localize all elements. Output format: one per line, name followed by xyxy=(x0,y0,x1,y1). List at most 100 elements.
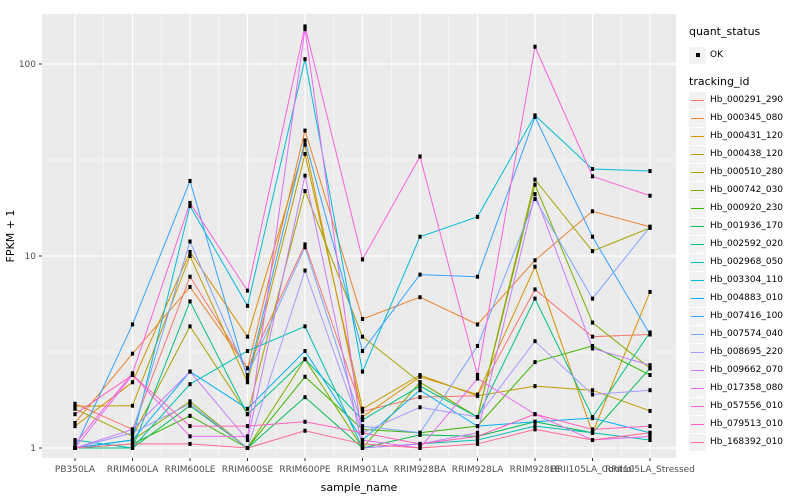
data-point-Hb_000291_290 xyxy=(418,395,422,400)
legend-item-Hb_168392_010: Hb_168392_010 xyxy=(689,433,783,451)
data-point-Hb_002968_050 xyxy=(188,382,192,387)
data-point-Hb_000920_230 xyxy=(303,374,307,379)
data-point-Hb_000920_230 xyxy=(188,413,192,418)
data-point-Hb_000345_080 xyxy=(188,284,192,289)
x-tick-label: RRIM600LA xyxy=(107,465,159,475)
color-key-Hb_000431_120 xyxy=(689,127,706,145)
data-point-Hb_008695_220 xyxy=(188,401,192,406)
legend-item-label: Hb_007574_040 xyxy=(710,329,784,339)
color-key-Hb_057556_010 xyxy=(689,397,706,415)
x-tick-label: RRIM928LA xyxy=(452,465,504,475)
data-point-Hb_000510_280 xyxy=(360,334,365,339)
data-point-Hb_000438_120 xyxy=(360,406,365,411)
data-point-Hb_000920_230 xyxy=(590,343,595,348)
legend-item-Hb_004883_010: Hb_004883_010 xyxy=(689,289,783,307)
ok-point-key xyxy=(689,46,706,64)
data-point-Hb_004883_010 xyxy=(130,438,135,443)
data-point-Hb_057556_010 xyxy=(418,154,422,159)
data-point-Hb_002968_050 xyxy=(648,438,652,443)
color-key-Hb_079513_010 xyxy=(689,415,706,433)
data-point-Hb_057556_010 xyxy=(188,200,192,205)
legend-item-Hb_000742_030: Hb_000742_030 xyxy=(689,181,783,199)
data-point-Hb_002968_050 xyxy=(245,349,250,354)
data-point-Hb_009662_070 xyxy=(475,430,480,435)
data-point-Hb_000742_030 xyxy=(590,320,595,325)
x-axis-title: sample_name xyxy=(321,481,398,494)
data-point-Hb_017358_080 xyxy=(245,434,250,439)
legend-item-Hb_007416_100: Hb_007416_100 xyxy=(689,307,783,325)
color-key-Hb_168392_010 xyxy=(689,433,706,451)
data-point-Hb_000291_290 xyxy=(73,401,77,406)
data-point-Hb_000438_120 xyxy=(590,388,595,393)
data-point-Hb_003304_110 xyxy=(590,166,595,171)
data-point-Hb_008695_220 xyxy=(303,268,307,273)
data-point-Hb_168392_010 xyxy=(475,441,480,446)
legend-item-label: Hb_007416_100 xyxy=(710,311,784,321)
data-point-Hb_004883_010 xyxy=(533,419,537,424)
legend-item-label: Hb_000510_280 xyxy=(710,167,784,177)
data-point-Hb_000510_280 xyxy=(590,249,595,254)
data-point-Hb_000438_120 xyxy=(188,254,192,258)
color-key-Hb_004883_010 xyxy=(689,289,706,307)
data-point-Hb_000510_280 xyxy=(73,406,77,411)
data-point-Hb_002968_050 xyxy=(533,424,537,429)
data-point-Hb_017358_080 xyxy=(303,27,307,32)
y-axis-title: FPKM + 1 xyxy=(4,210,17,263)
data-point-Hb_000345_080 xyxy=(73,420,77,425)
x-tick-label: RRII105LA_Stressed xyxy=(605,465,695,475)
legend-item-Hb_002968_050: Hb_002968_050 xyxy=(689,253,783,271)
data-point-Hb_007574_040 xyxy=(188,239,192,244)
data-point-Hb_000345_080 xyxy=(360,316,365,321)
data-point-Hb_000345_080 xyxy=(475,322,480,327)
data-point-Hb_057556_010 xyxy=(303,24,307,29)
legend-item-label: Hb_002968_050 xyxy=(710,257,784,267)
legend-item-Hb_000510_280: Hb_000510_280 xyxy=(689,163,783,181)
data-point-Hb_009662_070 xyxy=(648,363,652,368)
legend-item-label: Hb_002592_020 xyxy=(710,239,784,249)
data-point-Hb_000510_280 xyxy=(130,434,135,439)
data-point-Hb_002592_020 xyxy=(188,299,192,304)
legend-item-label: Hb_057556_010 xyxy=(710,401,784,411)
legend-item-Hb_000431_120: Hb_000431_120 xyxy=(689,127,783,145)
data-point-Hb_007574_040 xyxy=(303,245,307,250)
legend-item-label: OK xyxy=(710,50,723,60)
color-key-Hb_000345_080 xyxy=(689,109,706,127)
data-point-Hb_007416_100 xyxy=(130,322,135,327)
data-point-Hb_000510_280 xyxy=(188,324,192,329)
data-point-Hb_000431_120 xyxy=(73,424,77,429)
data-point-Hb_007416_100 xyxy=(188,178,192,183)
data-point-Hb_000742_030 xyxy=(533,182,537,187)
legend-item-label: Hb_000291_290 xyxy=(710,95,784,105)
data-point-Hb_168392_010 xyxy=(533,427,537,432)
data-point-Hb_057556_010 xyxy=(533,44,537,49)
data-point-Hb_079513_010 xyxy=(648,424,652,429)
legend-item-Hb_017358_080: Hb_017358_080 xyxy=(689,379,783,397)
x-tick-label: RRIM928BA xyxy=(394,465,447,475)
legend-item-label: Hb_003304_110 xyxy=(710,275,784,285)
data-point-Hb_057556_010 xyxy=(590,174,595,179)
data-point-Hb_003304_110 xyxy=(648,169,652,174)
legend-item-label: Hb_000920_230 xyxy=(710,203,784,213)
data-point-Hb_000291_290 xyxy=(590,334,595,339)
data-point-Hb_000438_120 xyxy=(130,403,135,408)
data-point-Hb_003304_110 xyxy=(418,234,422,239)
y-tick-label: 1 xyxy=(30,444,36,454)
data-point-Hb_000431_120 xyxy=(188,249,192,254)
legend-item-Hb_000438_120: Hb_000438_120 xyxy=(689,145,783,163)
data-point-Hb_168392_010 xyxy=(418,446,422,450)
legend-item-ok: OK xyxy=(689,46,723,64)
data-point-Hb_000291_290 xyxy=(188,274,192,279)
data-point-Hb_168392_010 xyxy=(360,441,365,446)
data-point-Hb_007416_100 xyxy=(590,234,595,239)
data-point-Hb_008695_220 xyxy=(533,339,537,344)
data-point-Hb_007574_040 xyxy=(533,197,537,202)
color-key-Hb_000920_230 xyxy=(689,199,706,217)
color-key-Hb_007574_040 xyxy=(689,325,706,343)
data-point-Hb_009662_070 xyxy=(590,346,595,351)
data-point-Hb_004883_010 xyxy=(475,424,480,429)
legend-item-Hb_008695_220: Hb_008695_220 xyxy=(689,343,783,361)
data-point-Hb_000431_120 xyxy=(360,415,365,420)
legend-item-Hb_000345_080: Hb_000345_080 xyxy=(689,109,783,127)
data-point-Hb_008695_220 xyxy=(648,388,652,393)
data-point-Hb_000920_230 xyxy=(360,427,365,432)
